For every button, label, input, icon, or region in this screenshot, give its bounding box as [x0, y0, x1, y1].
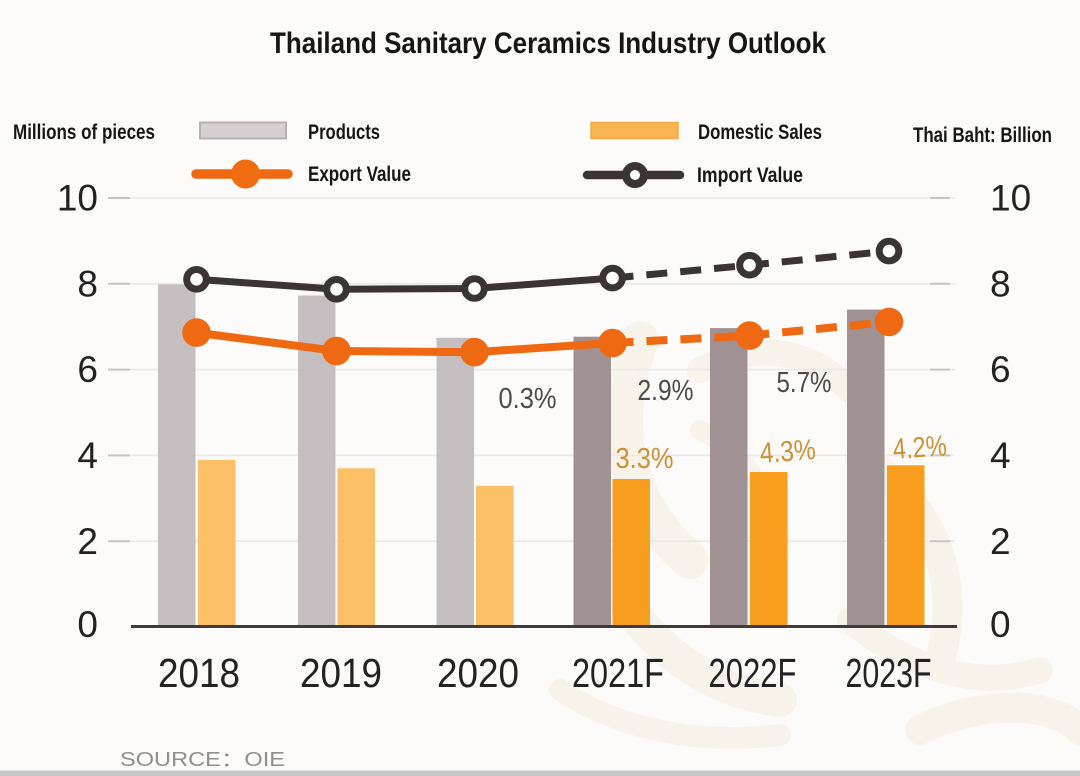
svg-text:10: 10 — [57, 178, 98, 219]
svg-text:4.3%: 4.3% — [759, 434, 817, 470]
svg-text:Products: Products — [308, 121, 380, 144]
svg-text:2021F: 2021F — [572, 650, 664, 696]
svg-text:6: 6 — [77, 349, 98, 390]
svg-text:5.7%: 5.7% — [777, 367, 832, 399]
svg-text:4: 4 — [77, 435, 98, 476]
svg-text:2022F: 2022F — [709, 650, 797, 696]
svg-text:8: 8 — [990, 263, 1011, 304]
svg-text:2018: 2018 — [158, 650, 240, 696]
svg-text:Thailand Sanitary Ceramics Ind: Thailand Sanitary Ceramics Industry Outl… — [270, 27, 826, 60]
svg-text:2019: 2019 — [300, 650, 382, 696]
svg-text:4.2%: 4.2% — [892, 430, 948, 466]
svg-text:Domestic Sales: Domestic Sales — [698, 121, 822, 144]
svg-text:0: 0 — [77, 604, 98, 645]
svg-text:8: 8 — [77, 263, 98, 304]
svg-text:Import Value: Import Value — [697, 164, 803, 187]
svg-text:10: 10 — [990, 178, 1031, 219]
svg-text:SOURCE：OIE: SOURCE：OIE — [120, 749, 285, 771]
svg-text:2023F: 2023F — [846, 650, 932, 696]
svg-text:Export Value: Export Value — [308, 163, 411, 186]
svg-text:2020: 2020 — [437, 650, 519, 696]
svg-text:Thai Baht: Billion: Thai Baht: Billion — [913, 124, 1052, 147]
svg-text:2.9%: 2.9% — [638, 375, 694, 407]
svg-text:2: 2 — [77, 521, 98, 562]
svg-text:3.3%: 3.3% — [616, 443, 674, 475]
svg-text:Millions of pieces: Millions of pieces — [13, 121, 155, 144]
svg-text:6: 6 — [990, 349, 1011, 390]
svg-text:4: 4 — [990, 435, 1011, 476]
svg-text:0: 0 — [990, 604, 1011, 645]
svg-text:2: 2 — [990, 521, 1011, 562]
svg-text:0.3%: 0.3% — [499, 383, 557, 415]
